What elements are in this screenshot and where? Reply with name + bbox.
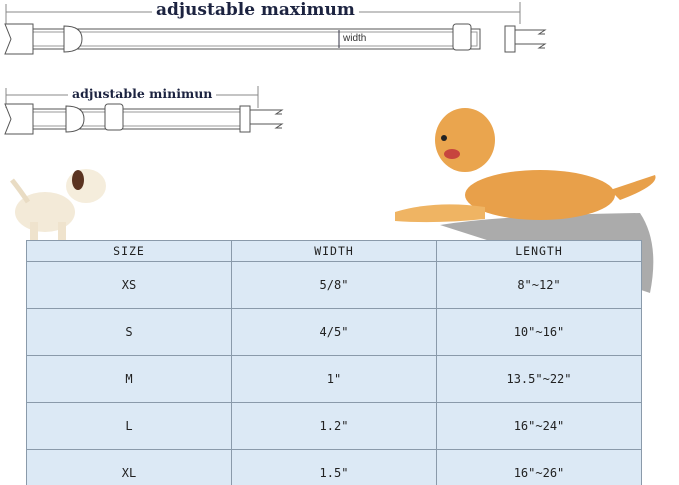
width-cell: 5/8" [231,261,437,309]
table-row: XS 5/8" 8"~12" [26,261,642,309]
table-row: M 1" 13.5"~22" [26,355,642,403]
width-cell: 1.5" [231,449,437,485]
size-cell: L [26,402,232,450]
length-cell: 8"~12" [436,261,642,309]
size-cell: XL [26,449,232,485]
length-cell: 16"~26" [436,449,642,485]
length-cell: 10"~16" [436,308,642,356]
adjustable-minimum-label: adjustable minimun [68,86,217,101]
width-label: width [343,33,367,44]
header-width: WIDTH [231,240,437,262]
length-cell: 16"~24" [436,402,642,450]
table-header-row: SIZE WIDTH LENGTH [26,240,642,262]
table-row: XL 1.5" 16"~26" [26,449,642,485]
header-size: SIZE [26,240,232,262]
adjustable-maximum-label: adjustable maximum [152,0,359,20]
size-cell: M [26,355,232,403]
buckle-male-icon [504,25,547,53]
size-cell: XS [26,261,232,309]
length-cell: 13.5"~22" [436,355,642,403]
width-cell: 4/5" [231,308,437,356]
size-table: SIZE WIDTH LENGTH XS 5/8" 8"~12" S 4/5" 10"~… [26,240,642,485]
table-row: S 4/5" 10"~16" [26,308,642,356]
width-cell: 1.2" [231,402,437,450]
size-cell: S [26,308,232,356]
slider-icon [452,23,472,51]
table-row: L 1.2" 16"~24" [26,402,642,450]
width-cell: 1" [231,355,437,403]
buckle-female-icon [4,23,34,55]
puppy-illustration [10,169,106,240]
header-length: LENGTH [436,240,642,262]
d-ring-icon [63,25,83,53]
